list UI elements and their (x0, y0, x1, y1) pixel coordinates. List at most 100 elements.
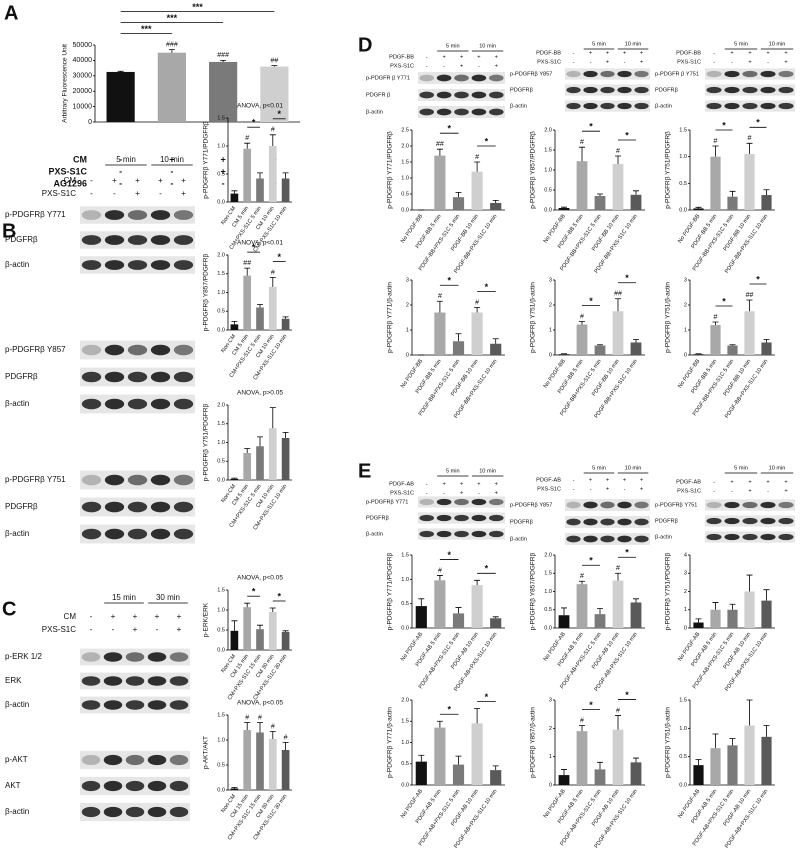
panel-label: C (2, 598, 16, 620)
treatment-sign: + (477, 54, 480, 60)
treatment-sign: + (766, 50, 769, 56)
band (778, 86, 794, 94)
band (125, 676, 145, 686)
band-label: β-actin (5, 529, 29, 538)
y-tick-label: 1.0 (401, 577, 409, 583)
error-bar (474, 307, 481, 313)
bracket-label: * (625, 690, 629, 700)
error-bar (615, 298, 621, 312)
error-bar (633, 190, 639, 195)
band (127, 371, 148, 383)
y-tick-label: 0.5 (217, 627, 225, 633)
error-bar (271, 65, 278, 67)
band-label: β-actin (510, 103, 527, 109)
band (742, 501, 758, 509)
band (173, 260, 194, 270)
bar (434, 312, 446, 355)
error-bar (474, 161, 481, 172)
band (173, 398, 194, 410)
error-bar (455, 333, 462, 342)
treatment-sign: - (478, 63, 480, 69)
bracket-label: *** (167, 13, 178, 23)
error-bar (746, 299, 753, 312)
y-tick-label: 2.0 (401, 143, 409, 149)
band-label: PDGFRβ (5, 235, 38, 244)
y-tick-label: 2.0 (401, 697, 409, 703)
time-header: 10 min (479, 43, 496, 49)
error-bar (561, 769, 567, 776)
bar (471, 312, 483, 355)
band (471, 514, 487, 522)
error-bar (418, 754, 425, 762)
band (706, 517, 722, 525)
bracket-label: * (277, 252, 281, 262)
bar (558, 775, 570, 785)
bar (256, 446, 264, 480)
band (147, 754, 167, 766)
treatment-sign: + (177, 625, 182, 634)
band (454, 74, 469, 82)
y-tick-label: 0.0 (544, 625, 552, 631)
band (81, 474, 102, 486)
significance-mark: # (438, 567, 442, 574)
band (706, 501, 722, 509)
y-tick-label: 20000 (73, 88, 93, 95)
band (634, 70, 649, 78)
band (600, 535, 615, 543)
treatment-sign: + (460, 490, 463, 496)
y-axis-label: p-PDGFRβ Y751/PDGFRβ (665, 552, 672, 630)
band (127, 344, 148, 356)
y-tick-label: 1.5 (401, 719, 409, 725)
band (634, 86, 649, 94)
band (147, 652, 167, 662)
band (147, 676, 167, 686)
bracket-label: * (447, 124, 451, 134)
y-tick-label: 0.5 (401, 191, 409, 197)
bar (727, 745, 738, 785)
y-tick-label: 3 (406, 277, 409, 283)
significance-mark: # (271, 723, 275, 730)
error-bar (257, 624, 263, 630)
error-bar (579, 725, 585, 732)
bar (630, 194, 642, 210)
table-sign: - (170, 166, 173, 176)
bracket-label: * (589, 700, 593, 710)
error-bar (269, 607, 276, 612)
treatment-sign: + (640, 486, 643, 492)
y-tick-label: 0.0 (401, 782, 409, 788)
band (617, 535, 632, 543)
treatment-sign: - (590, 486, 592, 492)
bar (594, 769, 606, 785)
error-bar (282, 172, 289, 179)
y-tick-label: 1 (406, 327, 409, 333)
band (454, 91, 469, 99)
band-label: β-actin (5, 807, 29, 816)
band (634, 518, 649, 526)
band (147, 700, 167, 710)
time-header: 5 min (592, 41, 606, 47)
band (600, 70, 615, 78)
band (436, 74, 452, 82)
y-tick-label: 0.0 (217, 787, 225, 793)
band (566, 70, 581, 78)
error-bar (269, 731, 276, 739)
panel-label: E (358, 460, 371, 482)
treatment-sign: + (606, 59, 609, 65)
band (150, 501, 171, 513)
treatment-sign: - (113, 189, 116, 198)
error-bar (282, 630, 289, 632)
band (566, 501, 581, 509)
treatment-sign: - (573, 477, 575, 483)
y-tick-label: 1.0 (401, 740, 409, 746)
bar (761, 600, 772, 628)
treatment-label: PXS-S1C (42, 189, 76, 198)
bar (744, 725, 755, 785)
chart-title: ANOVA, p>0.05 (237, 390, 283, 397)
error-bar (729, 738, 736, 746)
error-bar (244, 267, 251, 276)
band (566, 535, 581, 543)
error-bar (695, 206, 702, 209)
y-tick-label: 1 (684, 607, 687, 613)
band (103, 806, 123, 818)
band (436, 91, 452, 99)
